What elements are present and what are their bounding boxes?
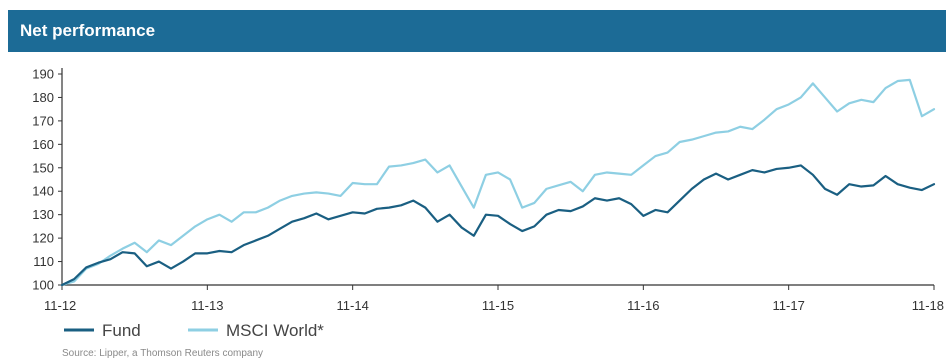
y-tick-label: 140 [32, 184, 54, 199]
x-tick-label: 11-12 [44, 298, 76, 313]
y-tick-label: 190 [32, 67, 54, 82]
legend: Fund MSCI World* [64, 321, 324, 340]
x-tick-label: 11-15 [482, 298, 514, 313]
source-note: Source: Lipper, a Thomson Reuters compan… [62, 348, 264, 359]
legend-label-msci-world: MSCI World* [226, 321, 324, 340]
y-tick-label: 170 [32, 113, 54, 128]
x-tick-label: 11-13 [191, 298, 223, 313]
y-tick-label: 180 [32, 90, 54, 105]
y-tick-label: 130 [32, 207, 54, 222]
y-tick-label: 160 [32, 137, 54, 152]
y-tick-label: 120 [32, 231, 54, 246]
y-tick-label: 100 [32, 278, 54, 293]
y-tick-label: 110 [33, 254, 54, 269]
legend-label-fund: Fund [102, 321, 141, 340]
series-line-msci-world [60, 78, 936, 287]
x-axis: 11-12 11-13 11-14 11-15 11-16 11-17 11-18 [44, 284, 944, 313]
page-title: Net performance [20, 21, 156, 40]
y-axis: 100 110 120 130 140 150 160 170 180 190 [32, 67, 63, 293]
x-tick-label: 11-16 [627, 298, 659, 313]
y-tick-label: 150 [32, 160, 54, 175]
x-tick-label: 11-14 [337, 298, 369, 313]
x-tick-label: 11-17 [773, 298, 805, 313]
series-line-fund [60, 164, 936, 287]
chart-header: Net performance [8, 10, 946, 52]
x-tick-label: 11-18 [912, 298, 944, 313]
series-layer [60, 78, 936, 287]
